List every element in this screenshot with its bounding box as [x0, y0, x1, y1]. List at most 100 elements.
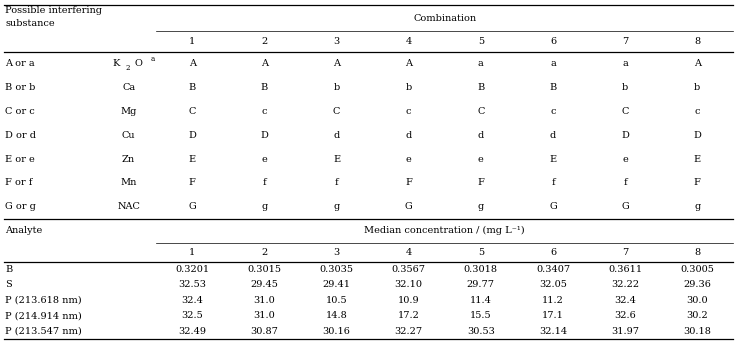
Text: 3: 3 — [333, 248, 340, 257]
Text: G: G — [549, 202, 557, 211]
Text: d: d — [333, 131, 340, 140]
Text: g: g — [262, 202, 268, 211]
Text: C or c: C or c — [5, 107, 35, 116]
Text: 0.3611: 0.3611 — [608, 265, 642, 274]
Text: g: g — [333, 202, 340, 211]
Text: d: d — [405, 131, 412, 140]
Text: 0.3015: 0.3015 — [248, 265, 282, 274]
Text: 8: 8 — [694, 248, 700, 257]
Text: 2: 2 — [262, 248, 268, 257]
Text: C: C — [621, 107, 629, 116]
Text: Median concentration / (mg L⁻¹): Median concentration / (mg L⁻¹) — [365, 226, 525, 235]
Text: 7: 7 — [622, 37, 628, 46]
Text: P (214.914 nm): P (214.914 nm) — [5, 311, 82, 320]
Text: 1: 1 — [189, 248, 195, 257]
Text: 10.5: 10.5 — [326, 296, 347, 305]
Text: Combination: Combination — [413, 13, 476, 23]
Text: d: d — [478, 131, 484, 140]
Text: b: b — [694, 83, 700, 92]
Text: 17.2: 17.2 — [398, 311, 419, 320]
Text: 32.27: 32.27 — [394, 327, 423, 336]
Text: c: c — [551, 107, 556, 116]
Text: G: G — [405, 202, 413, 211]
Text: e: e — [262, 155, 268, 164]
Text: a: a — [622, 59, 628, 68]
Text: G: G — [621, 202, 629, 211]
Text: E: E — [333, 155, 340, 164]
Text: 3: 3 — [333, 37, 340, 46]
Text: K: K — [112, 59, 120, 68]
Text: 0.3567: 0.3567 — [391, 265, 426, 274]
Text: 10.9: 10.9 — [398, 296, 419, 305]
Text: C: C — [477, 107, 484, 116]
Text: g: g — [694, 202, 700, 211]
Text: Mn: Mn — [120, 178, 137, 188]
Text: a: a — [550, 59, 556, 68]
Text: 30.16: 30.16 — [323, 327, 351, 336]
Text: 32.53: 32.53 — [178, 280, 206, 289]
Text: e: e — [478, 155, 483, 164]
Text: Mg: Mg — [120, 107, 137, 116]
Text: D: D — [189, 131, 196, 140]
Text: e: e — [622, 155, 628, 164]
Text: 0.3035: 0.3035 — [320, 265, 354, 274]
Text: f: f — [551, 178, 555, 188]
Text: F: F — [694, 178, 701, 188]
Text: B: B — [261, 83, 268, 92]
Text: b: b — [405, 83, 412, 92]
Text: 4: 4 — [405, 37, 412, 46]
Text: O: O — [135, 59, 142, 68]
Text: a: a — [151, 55, 155, 63]
Text: G: G — [189, 202, 196, 211]
Text: b: b — [622, 83, 628, 92]
Text: 2: 2 — [125, 64, 130, 72]
Text: 2: 2 — [262, 37, 268, 46]
Text: F: F — [189, 178, 196, 188]
Text: P (213.618 nm): P (213.618 nm) — [5, 296, 82, 305]
Text: D: D — [694, 131, 701, 140]
Text: g: g — [478, 202, 484, 211]
Text: 32.10: 32.10 — [395, 280, 423, 289]
Text: 11.2: 11.2 — [542, 296, 564, 305]
Text: 6: 6 — [550, 37, 556, 46]
Text: E: E — [694, 155, 701, 164]
Text: Cu: Cu — [122, 131, 136, 140]
Text: 1: 1 — [189, 37, 195, 46]
Text: 5: 5 — [478, 248, 484, 257]
Text: E: E — [189, 155, 196, 164]
Text: A: A — [333, 59, 340, 68]
Text: S: S — [5, 280, 12, 289]
Text: 4: 4 — [405, 248, 412, 257]
Text: 32.05: 32.05 — [539, 280, 567, 289]
Text: 15.5: 15.5 — [470, 311, 492, 320]
Text: B: B — [189, 83, 196, 92]
Text: B: B — [5, 265, 13, 274]
Text: c: c — [406, 107, 411, 116]
Text: Zn: Zn — [122, 155, 135, 164]
Text: B: B — [549, 83, 556, 92]
Text: 0.3005: 0.3005 — [680, 265, 714, 274]
Text: 32.22: 32.22 — [611, 280, 639, 289]
Text: 30.53: 30.53 — [467, 327, 495, 336]
Text: a: a — [478, 59, 483, 68]
Text: 0.3407: 0.3407 — [536, 265, 570, 274]
Text: Ca: Ca — [122, 83, 135, 92]
Text: D or d: D or d — [5, 131, 36, 140]
Text: A: A — [189, 59, 196, 68]
Text: c: c — [694, 107, 700, 116]
Text: A: A — [261, 59, 268, 68]
Text: E or e: E or e — [5, 155, 35, 164]
Text: 29.77: 29.77 — [467, 280, 495, 289]
Text: 14.8: 14.8 — [326, 311, 347, 320]
Text: 30.18: 30.18 — [683, 327, 711, 336]
Text: b: b — [333, 83, 340, 92]
Text: 29.36: 29.36 — [683, 280, 711, 289]
Text: F: F — [405, 178, 412, 188]
Text: P (213.547 nm): P (213.547 nm) — [5, 327, 82, 336]
Text: substance: substance — [5, 19, 55, 28]
Text: B or b: B or b — [5, 83, 35, 92]
Text: 6: 6 — [550, 248, 556, 257]
Text: 32.4: 32.4 — [181, 296, 203, 305]
Text: G or g: G or g — [5, 202, 36, 211]
Text: C: C — [333, 107, 340, 116]
